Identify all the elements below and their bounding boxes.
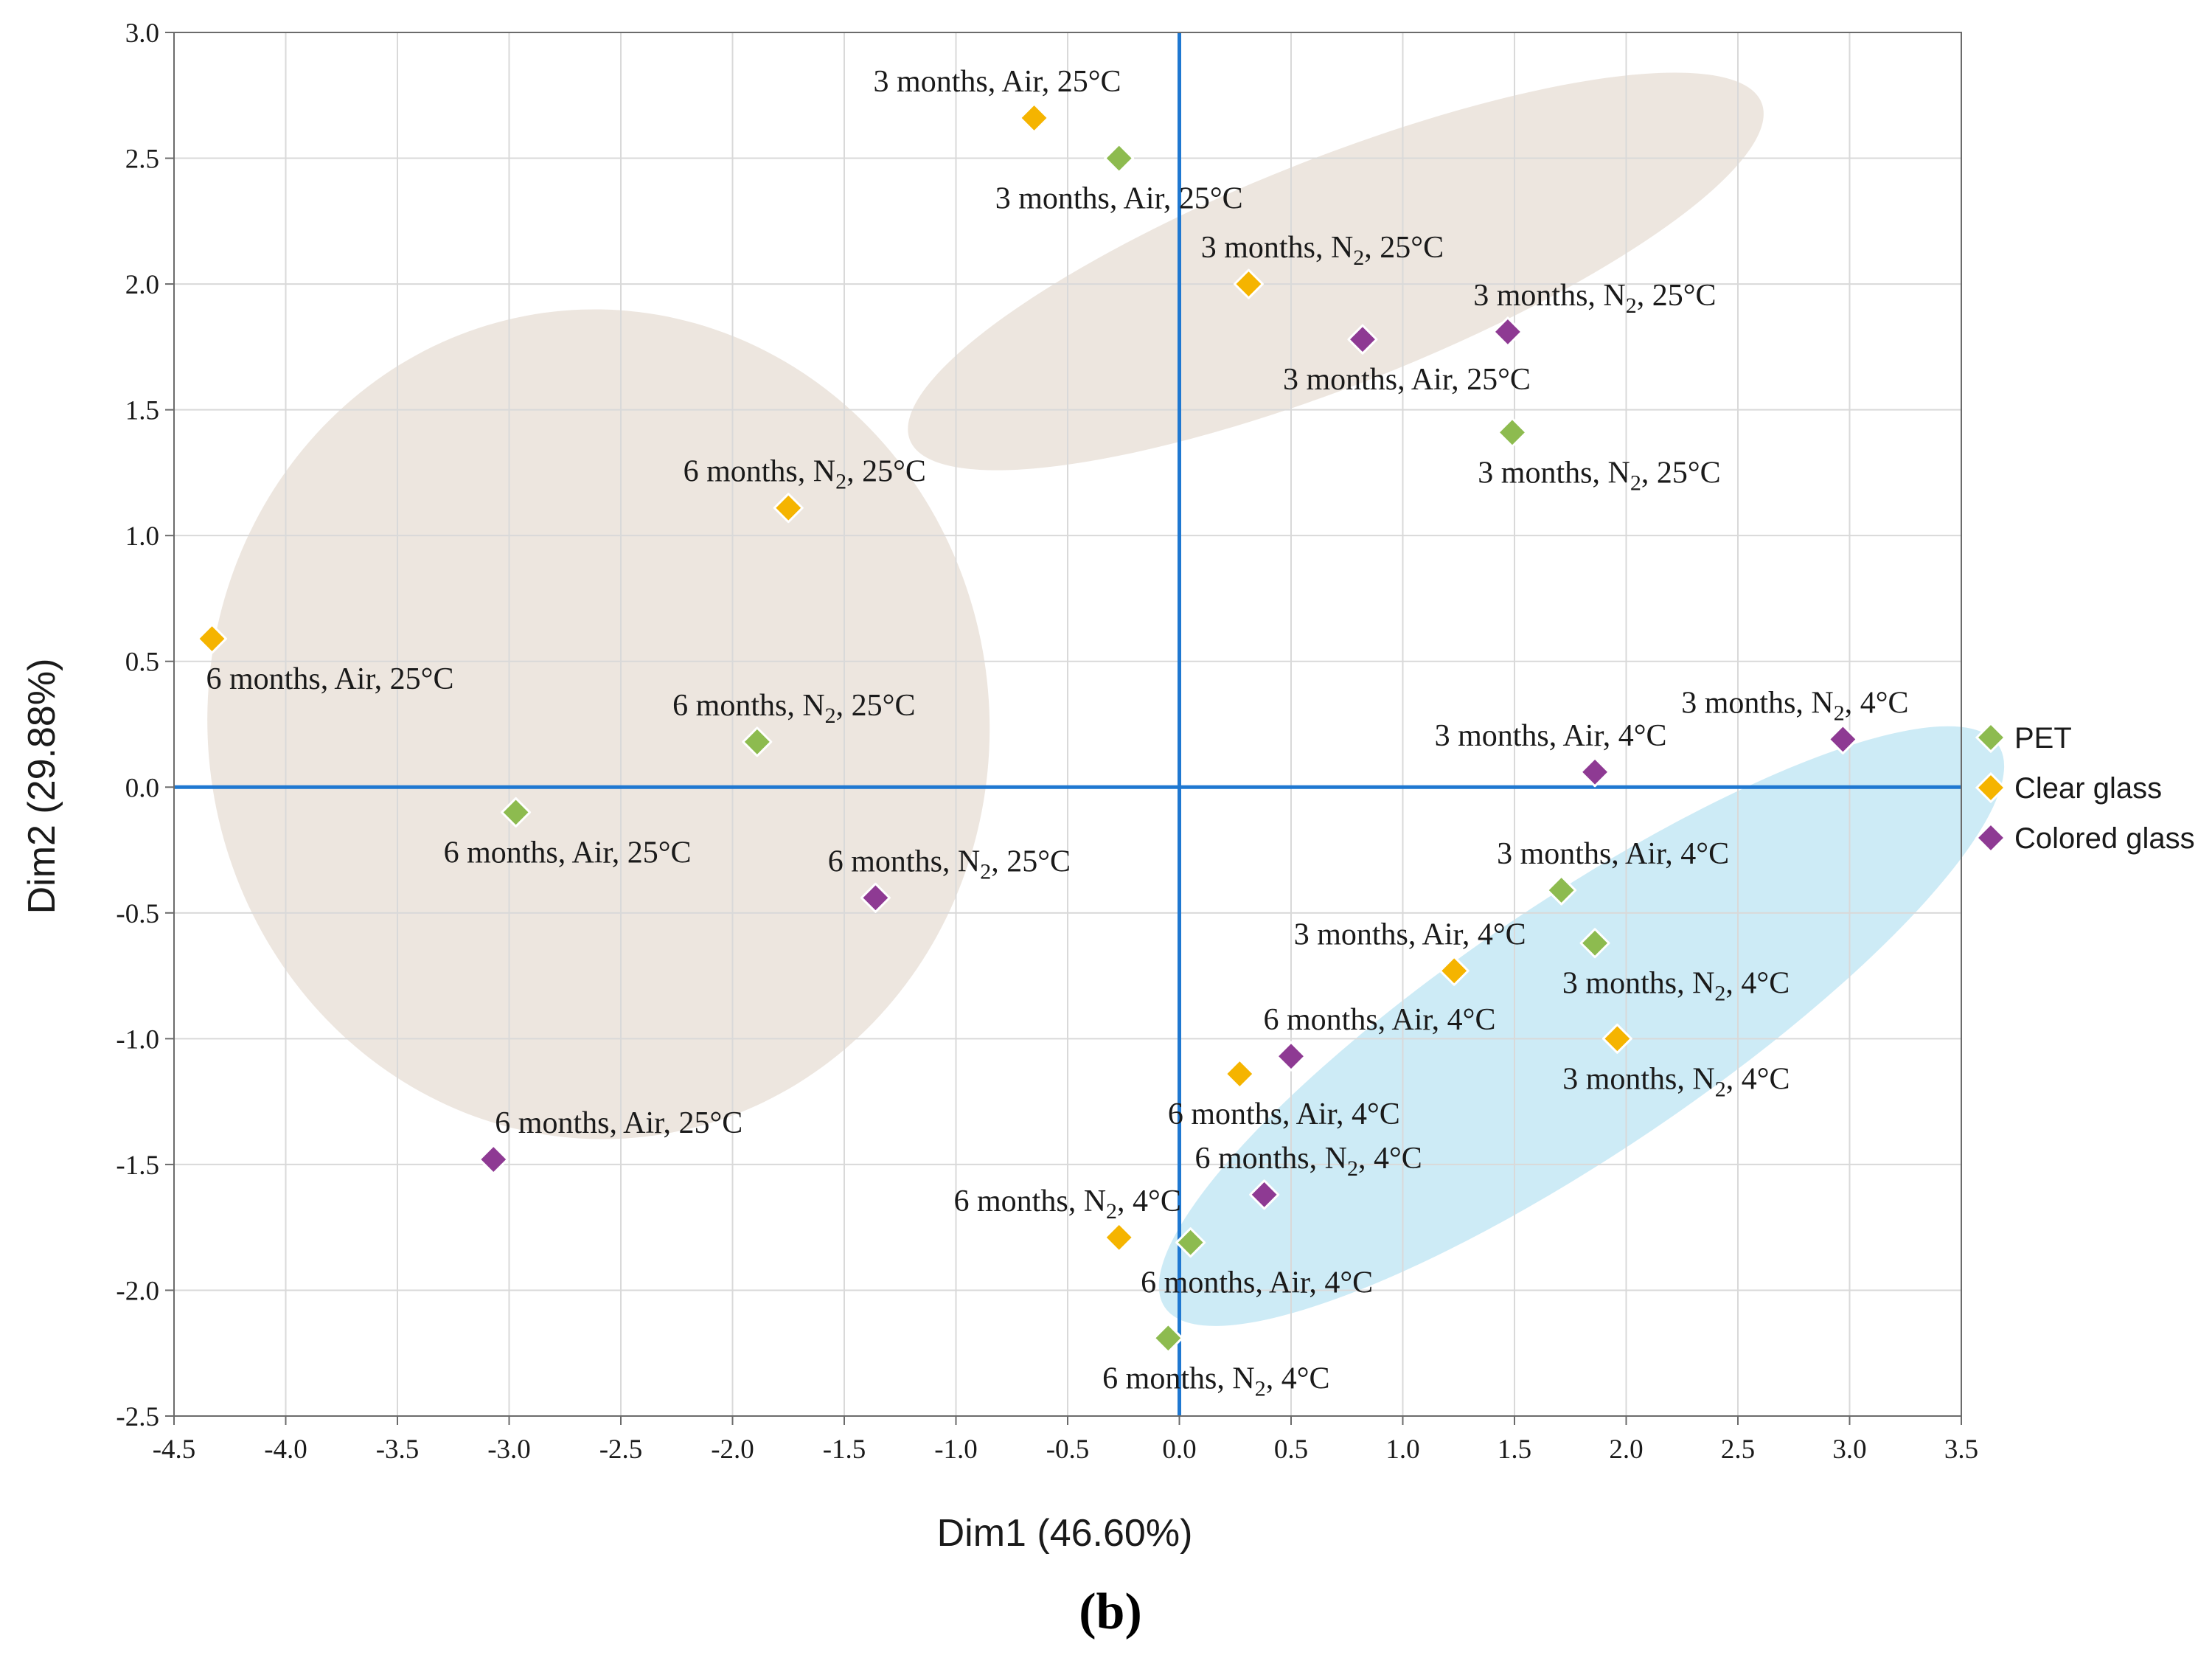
data-point-marker bbox=[1497, 417, 1528, 448]
data-point-marker bbox=[1579, 757, 1610, 788]
legend-marker bbox=[1975, 771, 2007, 804]
y-axis-title: Dim2 (29.88%) bbox=[21, 659, 63, 915]
data-point-marker bbox=[1104, 143, 1135, 174]
x-tick-label: -3.0 bbox=[487, 1434, 531, 1465]
data-point-label: 6 months, Air, 25°C bbox=[495, 1106, 742, 1140]
data-point-label: 6 months, Air, 4°C bbox=[1168, 1097, 1400, 1131]
legend-label: Clear glass bbox=[2014, 772, 2162, 805]
x-tick-label: -1.0 bbox=[934, 1434, 978, 1465]
x-tick-label: 0.5 bbox=[1274, 1434, 1308, 1465]
data-point-label: 3 months, N2, 25°C bbox=[1201, 231, 1444, 270]
y-tick-label: 1.0 bbox=[125, 521, 159, 552]
point-labels: 3 months, Air, 25°C 3 months, N2, 25°C 6 m… bbox=[206, 65, 1909, 1401]
data-point-marker bbox=[1579, 928, 1610, 959]
data-point-label: 6 months, N2, 4°C bbox=[1194, 1142, 1422, 1181]
data-point-marker bbox=[1492, 316, 1523, 347]
y-tick-label: -2.0 bbox=[116, 1276, 159, 1306]
data-point-marker bbox=[478, 1144, 509, 1175]
figure-caption: (b) bbox=[1079, 1583, 1142, 1640]
data-point-label: 3 months, Air, 4°C bbox=[1435, 719, 1667, 753]
data-point-label: 3 months, N2, 25°C bbox=[1478, 456, 1720, 495]
data-point-marker bbox=[742, 726, 773, 757]
legend-label: Colored glass bbox=[2014, 822, 2195, 855]
legend-marker bbox=[1975, 721, 2007, 754]
x-tick-label: -2.5 bbox=[599, 1434, 643, 1465]
x-tick-label: -0.5 bbox=[1046, 1434, 1090, 1465]
x-tick-label: -3.5 bbox=[376, 1434, 420, 1465]
x-tick-label: 1.5 bbox=[1498, 1434, 1531, 1465]
data-point-label: 3 months, N2, 25°C bbox=[1473, 279, 1716, 318]
x-tick-label: 1.0 bbox=[1385, 1434, 1419, 1465]
y-tick-label: 1.5 bbox=[125, 396, 159, 426]
x-tick-label: -4.0 bbox=[264, 1434, 307, 1465]
x-tick-label: 2.5 bbox=[1721, 1434, 1755, 1465]
x-axis-ticks: -4.5 -4.0 -3.5 -3.0 -2.5 -2.0 -1.5 -1.0 -0.5 0.0 0… bbox=[153, 1416, 1978, 1465]
data-point-marker bbox=[1233, 268, 1264, 299]
x-axis-title: Dim1 (46.60%) bbox=[937, 1512, 1193, 1555]
data-point-marker bbox=[501, 797, 532, 828]
legend: PET Clear glass Colored glass bbox=[1975, 721, 2195, 855]
y-tick-label: 2.5 bbox=[125, 145, 159, 175]
data-point-marker bbox=[1224, 1058, 1255, 1089]
data-point-marker bbox=[1249, 1179, 1280, 1210]
data-point-label: 6 months, N2, 4°C bbox=[1102, 1361, 1329, 1401]
data-point-marker bbox=[1601, 1023, 1632, 1054]
data-point-marker bbox=[773, 493, 804, 524]
x-tick-label: -4.5 bbox=[153, 1434, 196, 1465]
y-tick-label: 0.5 bbox=[125, 648, 159, 678]
data-point-label: 3 months, N2, 4°C bbox=[1562, 1062, 1790, 1101]
zero-axis-lines bbox=[174, 32, 1961, 1416]
x-tick-label: -1.5 bbox=[823, 1434, 866, 1465]
data-point-label: 3 months, Air, 4°C bbox=[1497, 837, 1729, 871]
data-point-marker bbox=[1827, 724, 1858, 754]
x-tick-label: -2.0 bbox=[711, 1434, 754, 1465]
data-point-marker bbox=[1152, 1322, 1183, 1353]
cluster-ellipse bbox=[1158, 726, 2005, 1326]
y-axis-ticks: 3.0 2.5 2.0 1.5 1.0 0.5 0.0 -0.5 -1.0 -1.5 -2.0 -2.… bbox=[116, 18, 174, 1432]
data-point-label: 3 months, Air, 4°C bbox=[1294, 917, 1526, 951]
x-tick-label: 3.0 bbox=[1832, 1434, 1866, 1465]
data-point-label: 6 months, Air, 4°C bbox=[1264, 1003, 1496, 1037]
data-point-label: 3 months, Air, 25°C bbox=[874, 65, 1121, 99]
data-point-marker bbox=[1019, 103, 1050, 133]
data-point-label: 3 months, Air, 25°C bbox=[995, 182, 1243, 216]
x-tick-label: 2.0 bbox=[1609, 1434, 1643, 1465]
data-point-label: 3 months, N2, 4°C bbox=[1681, 686, 1908, 725]
data-point-label: 6 months, Air, 25°C bbox=[206, 662, 454, 696]
cluster-ellipse bbox=[908, 72, 1764, 471]
data-point-marker bbox=[1439, 955, 1470, 986]
data-point-marker bbox=[1276, 1041, 1307, 1072]
data-point-marker bbox=[197, 623, 228, 654]
y-tick-label: -1.0 bbox=[116, 1024, 159, 1055]
data-point-marker bbox=[1104, 1222, 1135, 1253]
legend-label: PET bbox=[2014, 722, 2072, 754]
y-tick-label: 2.0 bbox=[125, 270, 159, 300]
data-point-marker bbox=[1175, 1227, 1206, 1258]
data-points bbox=[197, 103, 1858, 1353]
data-point-marker bbox=[1546, 875, 1577, 906]
data-point-label: 3 months, N2, 4°C bbox=[1562, 967, 1790, 1006]
y-tick-label: -1.5 bbox=[116, 1151, 159, 1181]
y-tick-label: 0.0 bbox=[125, 773, 159, 803]
y-tick-label: -0.5 bbox=[116, 899, 159, 929]
data-point-label: 6 months, N2, 4°C bbox=[954, 1184, 1181, 1224]
data-point-label: 6 months, N2, 25°C bbox=[828, 844, 1071, 884]
legend-marker bbox=[1975, 822, 2007, 854]
data-point-label: 6 months, N2, 25°C bbox=[684, 455, 926, 494]
data-point-label: 6 months, Air, 4°C bbox=[1141, 1266, 1373, 1300]
x-tick-label: 3.5 bbox=[1944, 1434, 1978, 1465]
y-tick-label: -2.5 bbox=[116, 1402, 159, 1432]
y-tick-label: 3.0 bbox=[125, 18, 159, 49]
cluster-ellipse bbox=[207, 309, 990, 1139]
data-point-marker bbox=[1347, 324, 1378, 355]
data-point-label: 3 months, Air, 25°C bbox=[1283, 363, 1531, 397]
data-point-label: 6 months, N2, 25°C bbox=[672, 689, 915, 728]
data-point-label: 6 months, Air, 25°C bbox=[444, 836, 692, 870]
data-point-marker bbox=[860, 882, 891, 913]
x-tick-label: 0.0 bbox=[1162, 1434, 1196, 1465]
